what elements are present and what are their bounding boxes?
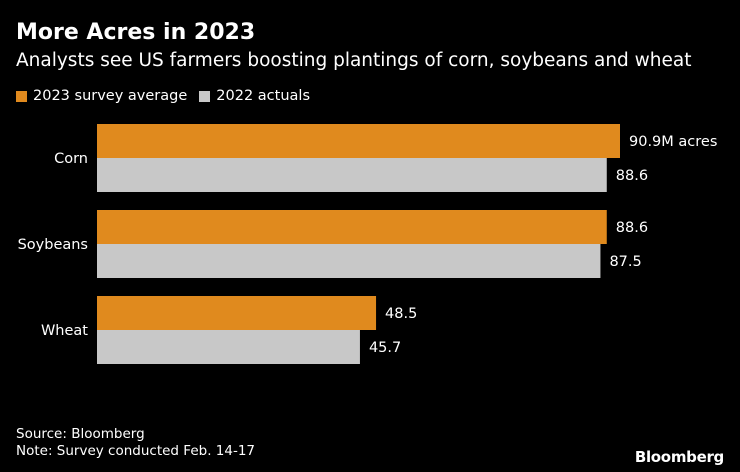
legend: 2023 survey average 2022 actuals <box>16 88 322 104</box>
value-label-wheat-2022: 45.7 <box>369 340 401 356</box>
value-label-wheat-2023: 48.5 <box>385 306 417 322</box>
bar-wheat-2022 <box>97 330 360 364</box>
bar-corn-2023 <box>97 124 620 158</box>
legend-item-2022: 2022 actuals <box>199 88 310 104</box>
legend-label-2023: 2023 survey average <box>33 88 188 104</box>
bar-chart: Corn 90.9M acres 88.6 Soybeans 88.6 87.5 Wheat… <box>18 124 717 364</box>
value-label-corn-2023: 90.9M acres <box>629 134 717 150</box>
source-note: Source: Bloomberg <box>16 426 145 442</box>
legend-item-2023: 2023 survey average <box>16 88 187 104</box>
value-label-soybeans-2022: 87.5 <box>609 254 641 270</box>
category-label-corn: Corn <box>54 151 88 167</box>
bloomberg-logo: Bloomberg <box>634 448 724 466</box>
bar-corn-2022 <box>97 158 607 192</box>
chart-subtitle: Analysts see US farmers boosting plantin… <box>16 50 692 71</box>
legend-label-2022: 2022 actuals <box>216 88 310 104</box>
bar-soybeans-2023 <box>97 210 607 244</box>
value-label-soybeans-2023: 88.6 <box>616 220 648 236</box>
legend-swatch-2022 <box>199 90 211 102</box>
category-label-wheat: Wheat <box>41 323 88 339</box>
bar-wheat-2023 <box>97 296 377 330</box>
bar-soybeans-2022 <box>97 244 601 278</box>
category-label-soybeans: Soybeans <box>18 237 88 253</box>
legend-swatch-2023 <box>16 90 27 102</box>
chart-title: More Acres in 2023 <box>16 20 256 45</box>
value-label-corn-2022: 88.6 <box>616 168 648 184</box>
survey-note: Note: Survey conducted Feb. 14-17 <box>16 443 256 459</box>
